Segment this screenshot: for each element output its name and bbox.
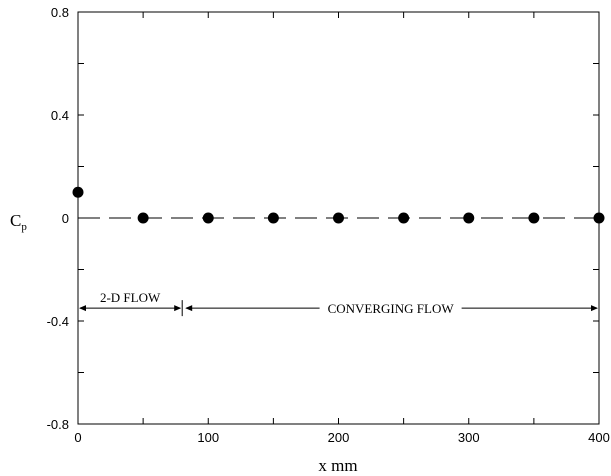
- x-tick-label: 0: [74, 430, 81, 445]
- y-tick-label: 0.4: [51, 108, 69, 123]
- x-axis-title: x mm: [318, 456, 357, 475]
- annotation-arrowhead-right: [174, 305, 182, 312]
- annotation-converging-flow-label: CONVERGING FLOW: [328, 301, 455, 316]
- flow-annotations: 2-D FLOW CONVERGING FLOW: [79, 290, 598, 317]
- y-axis-title-main: C: [10, 211, 21, 230]
- x-tick-label: 200: [328, 430, 350, 445]
- ticks: 0 100 200 300 400 -0.8 -0.4 0 0.4 0.8: [47, 5, 610, 445]
- annotation-arrowhead-right: [591, 305, 598, 312]
- data-points: [72, 186, 605, 224]
- data-point: [398, 212, 410, 224]
- data-point: [137, 212, 149, 224]
- y-tick-label: -0.8: [47, 417, 69, 432]
- data-point: [333, 212, 344, 224]
- annotation-2d-flow-label: 2-D FLOW: [100, 290, 161, 305]
- data-point: [463, 212, 475, 224]
- data-point: [72, 186, 84, 198]
- x-tick-label: 300: [458, 430, 480, 445]
- annotation-arrowhead-left: [185, 305, 193, 312]
- x-tick-label: 400: [588, 430, 610, 445]
- data-point: [202, 212, 214, 224]
- annotation-arrowhead-left: [79, 305, 86, 312]
- y-tick-label: 0: [62, 211, 69, 226]
- x-tick-label: 100: [197, 430, 219, 445]
- y-tick-label: -0.4: [47, 314, 69, 329]
- y-axis-title: Cp: [10, 211, 27, 233]
- data-point: [267, 212, 279, 224]
- y-axis-title-subscript: p: [21, 221, 27, 233]
- data-point: [593, 212, 605, 224]
- y-tick-label: 0.8: [51, 5, 69, 20]
- data-point: [528, 212, 540, 224]
